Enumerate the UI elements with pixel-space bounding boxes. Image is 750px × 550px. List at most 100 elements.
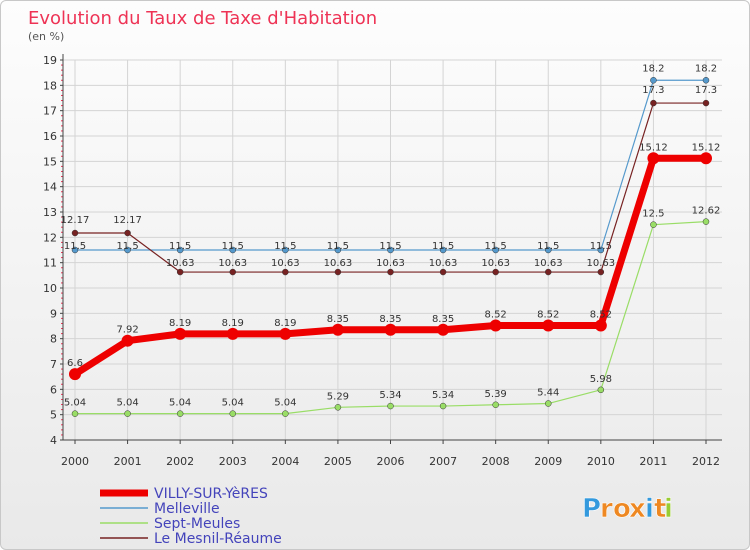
- data-point: [334, 404, 342, 411]
- data-point: [121, 334, 134, 347]
- x-tick-label: 2005: [324, 455, 352, 468]
- data-label: 10.63: [587, 258, 616, 269]
- data-point: [279, 327, 292, 340]
- data-label: 5.04: [64, 398, 86, 409]
- data-point: [647, 152, 660, 165]
- x-tick-label: 2004: [271, 455, 299, 468]
- data-point: [594, 319, 607, 332]
- data-point: [597, 246, 605, 254]
- data-point: [387, 402, 394, 410]
- data-label: 8.52: [537, 309, 559, 320]
- y-tick-label: 13: [43, 206, 57, 219]
- data-point: [492, 401, 499, 409]
- data-label: 11.5: [169, 241, 191, 252]
- data-label: 11.5: [379, 241, 401, 252]
- data-label: 8.19: [274, 318, 296, 329]
- chart-subtitle: (en %): [28, 30, 64, 43]
- data-point: [71, 229, 79, 237]
- data-point: [282, 246, 289, 254]
- data-label: 8.52: [485, 309, 507, 320]
- logo-letter: i: [664, 494, 673, 524]
- legend-label: Le Mesnil-Réaume: [154, 531, 282, 547]
- data-point: [545, 268, 552, 276]
- logo-letter: P: [582, 494, 601, 524]
- y-tick-label: 16: [43, 130, 57, 143]
- data-point: [545, 246, 552, 254]
- x-tick-label: 2008: [482, 455, 510, 468]
- data-point: [331, 323, 344, 336]
- data-label: 11.5: [64, 241, 86, 252]
- data-label: 5.04: [116, 398, 138, 409]
- y-tick-label: 11: [43, 257, 57, 270]
- series-2: 5.04 5.04 5.04 5.04 5.04 5.29 5.34 5.34 5.39 5.44…: [64, 206, 720, 417]
- data-point: [387, 246, 394, 254]
- logo-letter: x: [629, 494, 646, 524]
- data-label: 11.5: [590, 241, 612, 252]
- y-tick-label: 17: [43, 105, 57, 118]
- data-point: [124, 246, 131, 254]
- series-0: 11.5 11.5 11.5 11.5 11.5 11.5 11.5 11.5 11.5 11.5…: [64, 63, 717, 254]
- legend-label: Sept-Meules: [154, 516, 240, 532]
- logo-letter: o: [613, 494, 631, 524]
- data-label: 11.5: [274, 241, 296, 252]
- data-point: [71, 246, 79, 254]
- y-tick-label: 5: [50, 409, 57, 422]
- data-label: 10.63: [481, 258, 510, 269]
- y-tick-label: 12: [43, 231, 57, 244]
- data-label: 8.35: [379, 314, 401, 325]
- y-tick-label: 18: [43, 79, 57, 92]
- data-label: 5.04: [222, 398, 244, 409]
- data-label: 5.34: [432, 390, 454, 401]
- y-tick-label: 6: [50, 383, 57, 396]
- data-point: [439, 246, 447, 254]
- data-point: [387, 268, 394, 276]
- data-label: 10.63: [534, 258, 563, 269]
- data-label: 5.04: [274, 398, 296, 409]
- data-label: 10.63: [166, 258, 195, 269]
- data-label: 18.2: [642, 63, 664, 74]
- x-tick-label: 2009: [534, 455, 562, 468]
- data-point: [176, 268, 184, 276]
- data-label: 6.6: [67, 358, 83, 369]
- data-point: [282, 410, 289, 417]
- data-point: [702, 218, 710, 225]
- data-label: 10.63: [271, 258, 300, 269]
- series-layer: 11.5 11.5 11.5 11.5 11.5 11.5 11.5 11.5 11.5 11.5…: [61, 63, 720, 417]
- data-label: 12.17: [61, 215, 90, 226]
- x-tick-label: 2010: [587, 455, 615, 468]
- series-1: 12.17 12.17 10.63 10.63 10.63 10.63 10.63 10.63…: [61, 85, 717, 276]
- logo-letter: i: [645, 494, 654, 524]
- data-point: [334, 268, 342, 276]
- data-label: 11.5: [485, 241, 507, 252]
- x-tick-label: 2006: [377, 455, 405, 468]
- y-tick-label: 15: [43, 155, 57, 168]
- data-point: [650, 77, 657, 84]
- data-label: 8.52: [590, 309, 612, 320]
- data-label: 5.04: [169, 398, 191, 409]
- data-point: [384, 323, 397, 336]
- data-point: [334, 246, 342, 254]
- data-point: [229, 268, 236, 276]
- data-point: [597, 386, 605, 394]
- axes: 4 5 6 7 8 9 10 11 12 13 14 15 16 17 18 19 2000 2001 2002 20…: [43, 54, 722, 468]
- data-label: 10.63: [218, 258, 247, 269]
- data-point: [229, 246, 236, 254]
- data-label: 10.63: [324, 258, 353, 269]
- data-label: 11.5: [222, 241, 244, 252]
- data-label: 17.3: [642, 85, 664, 96]
- data-label: 12.62: [692, 206, 721, 217]
- y-tick-label: 10: [43, 282, 57, 295]
- x-tick-label: 2001: [114, 455, 142, 468]
- data-point: [492, 268, 499, 276]
- data-point: [702, 99, 710, 107]
- data-point: [69, 368, 81, 381]
- data-point: [492, 246, 499, 254]
- data-point: [176, 246, 184, 254]
- data-label: 5.34: [379, 390, 401, 401]
- data-label: 12.5: [642, 209, 664, 220]
- data-point: [71, 410, 79, 417]
- data-point: [229, 410, 236, 417]
